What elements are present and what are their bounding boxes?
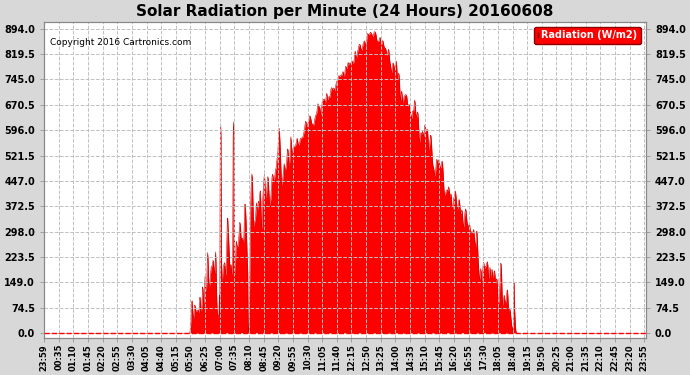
Title: Solar Radiation per Minute (24 Hours) 20160608: Solar Radiation per Minute (24 Hours) 20… [137, 4, 553, 19]
Text: Copyright 2016 Cartronics.com: Copyright 2016 Cartronics.com [50, 38, 191, 46]
Legend: Radiation (W/m2): Radiation (W/m2) [534, 27, 641, 44]
